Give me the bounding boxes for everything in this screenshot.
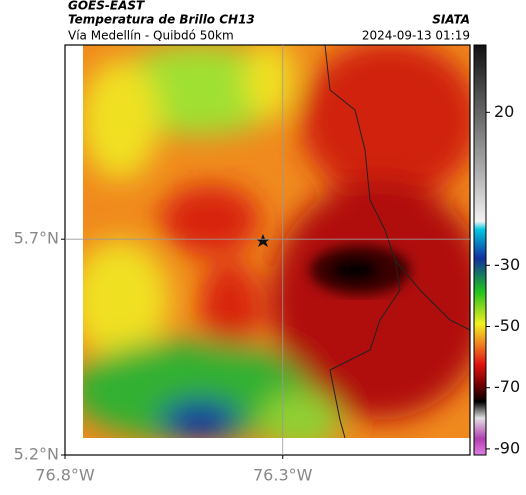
colorbar-tick-label: -90 [494, 438, 520, 457]
datetime: 2024-09-13 01:19 [362, 29, 470, 43]
colorbar [473, 44, 487, 456]
source: GOES-EAST [68, 0, 145, 13]
colorbar-tick-label: -50 [494, 316, 520, 335]
lon-tick-label: 76.8°W [35, 466, 95, 485]
title: Temperatura de Brillo CH13 [68, 13, 255, 27]
subtitle: Vía Medellín - Quibdó 50km [68, 29, 234, 43]
lat-tick-label: 5.2°N [14, 445, 59, 464]
lat-tick-label: 5.7°N [14, 229, 59, 248]
colorbar-tick-label: -70 [494, 377, 520, 396]
colorbar-tick-label: -30 [494, 255, 520, 274]
satellite-image [83, 45, 470, 438]
lon-tick-label: 76.3°W [253, 466, 313, 485]
map-frame [64, 44, 471, 456]
colorbar-tick-label: 20 [494, 102, 514, 121]
org: SIATA [432, 13, 470, 27]
